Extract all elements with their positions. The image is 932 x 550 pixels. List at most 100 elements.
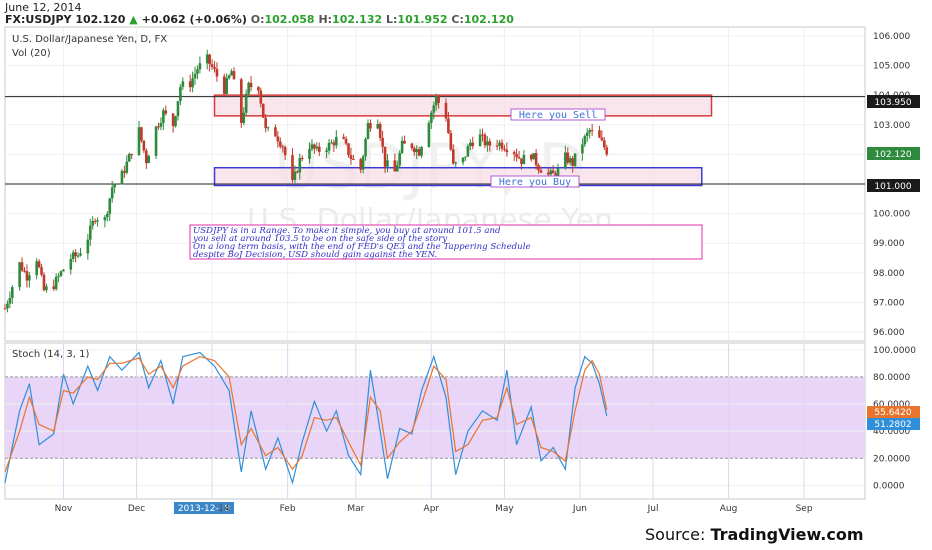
candle-body — [400, 140, 404, 154]
candle-body — [18, 262, 21, 288]
candle-body — [213, 66, 216, 69]
buy-zone-label-box — [490, 175, 580, 188]
candle-body — [205, 54, 209, 64]
candle-body — [447, 118, 450, 134]
candle-body — [266, 127, 270, 129]
candle-body — [193, 73, 197, 79]
candle-body — [486, 141, 489, 146]
candle-body — [590, 130, 594, 132]
candle-body — [69, 258, 73, 270]
candle-body — [398, 153, 401, 166]
candle-body — [171, 113, 175, 127]
close-label: C: — [451, 13, 464, 26]
volume-label: Vol (20) — [12, 48, 51, 59]
candle-body — [130, 153, 133, 156]
candle-body — [415, 149, 419, 153]
candle-body — [466, 146, 470, 157]
main-y-tick-label: 106.000 — [873, 32, 910, 42]
candle-body — [420, 146, 423, 156]
candle-body — [278, 141, 282, 147]
candle-body — [54, 276, 58, 290]
candle-body — [181, 81, 185, 87]
candle-body — [230, 71, 233, 76]
candle-body — [454, 162, 458, 164]
buy-zone-rect — [213, 166, 703, 187]
candle-body — [566, 152, 570, 163]
candle-body — [232, 71, 236, 80]
x-tick-label: Feb — [280, 504, 296, 514]
candle-body — [191, 78, 194, 88]
stoch-series — [4, 351, 608, 485]
x-tick-label: Apr — [424, 504, 440, 514]
candle-body — [76, 255, 80, 257]
stoch-d-label: 55.6420 — [874, 408, 911, 418]
candle-body — [546, 172, 550, 175]
close-value: 102.120 — [463, 13, 514, 26]
candle-body — [571, 158, 574, 166]
candle-body — [434, 96, 438, 106]
candle-body — [57, 275, 60, 277]
candle-body — [564, 152, 567, 168]
candle-body — [361, 156, 365, 170]
candle-body — [315, 146, 319, 149]
candle-body — [110, 187, 114, 199]
candle-body — [300, 157, 304, 159]
candlestick-series — [3, 49, 609, 313]
low-value: 101.952 — [397, 13, 448, 26]
price-zones — [213, 94, 713, 187]
main-y-tick-label: 97.000 — [873, 298, 905, 308]
candle-body — [583, 135, 587, 145]
annotation-line-1: USDJPY is in a Range. To make it simple,… — [193, 226, 501, 236]
main-y-tick-label: 98.000 — [873, 269, 905, 279]
candle-body — [568, 158, 572, 163]
last-price: 102.120 — [75, 13, 126, 26]
candle-body — [327, 142, 331, 151]
candle-body — [503, 148, 506, 150]
candle-body — [276, 136, 280, 142]
main-y-tick-label: 105.000 — [873, 62, 910, 72]
candle-body — [335, 136, 338, 146]
candle-body — [196, 69, 199, 74]
crosshair-date-tag — [173, 502, 234, 514]
candle-body — [62, 269, 65, 272]
candle-body — [522, 154, 526, 165]
candle-body — [308, 149, 311, 159]
candle-body — [293, 171, 297, 180]
low-label: L: — [386, 13, 398, 26]
x-tick-label: Mar — [347, 504, 364, 514]
candle-body — [427, 122, 431, 147]
candle-body — [537, 165, 540, 171]
candle-body — [430, 112, 433, 123]
candle-body — [332, 142, 336, 146]
candle-body — [515, 154, 518, 158]
stoch-y-tick-label: 20.0000 — [873, 454, 910, 464]
crosshair-date-label: 2013-12-18 — [178, 504, 231, 514]
candle-body — [464, 156, 467, 158]
candle-body — [154, 126, 158, 156]
stoch-pane-title: Stoch (14, 3, 1) — [12, 349, 89, 360]
candle-body — [96, 220, 99, 222]
candle-body — [88, 225, 92, 240]
candle-body — [573, 153, 577, 166]
candle-body — [349, 155, 353, 159]
candle-body — [198, 63, 202, 70]
candle-body — [381, 137, 384, 147]
candle-body — [352, 158, 355, 160]
main-y-tick-label: 99.000 — [873, 239, 905, 249]
candle-body — [249, 82, 253, 88]
candle-body — [376, 123, 380, 129]
stoch-y-axis: 0.0000 20.0000 40.0000 60.0000 80.0000 100.00… — [873, 346, 916, 492]
candle-body — [449, 133, 453, 150]
candle-body — [120, 171, 124, 185]
candle-body — [310, 144, 314, 150]
stoch-k-tag — [867, 418, 920, 430]
candle-body — [313, 144, 316, 149]
candle-body — [257, 87, 260, 91]
candle-body — [71, 252, 75, 259]
candle-body — [369, 123, 372, 129]
x-tick-label: Dec — [128, 504, 145, 514]
candle-body — [35, 261, 38, 276]
candle-body — [432, 105, 436, 113]
sell-zone-rect — [213, 94, 713, 117]
